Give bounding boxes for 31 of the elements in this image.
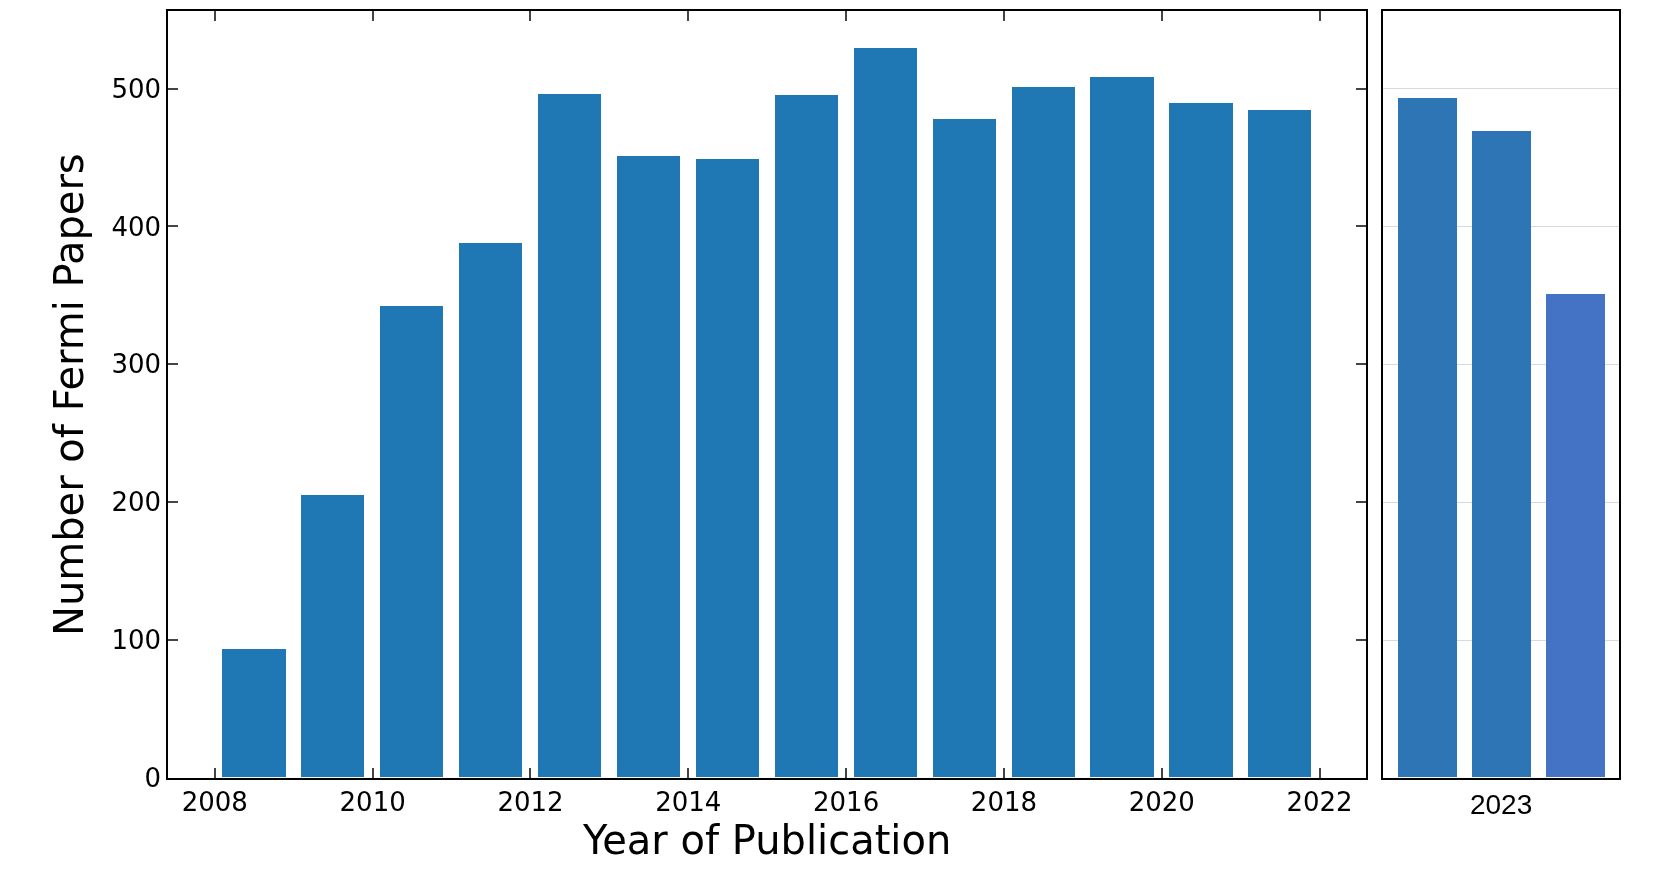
- bar: [1012, 87, 1076, 778]
- bar: [617, 156, 681, 778]
- bar: [933, 119, 997, 778]
- bar: [301, 495, 365, 778]
- x-tick-label: 2012: [497, 787, 564, 818]
- bar: [775, 95, 839, 778]
- bar: [538, 94, 602, 778]
- x-tick-label: 2008: [181, 787, 248, 818]
- bar: [854, 48, 918, 778]
- y-tick-label: 500: [111, 73, 162, 104]
- y-tick-label: 100: [111, 625, 162, 656]
- bar: [459, 243, 523, 778]
- x-tick-label: 2018: [970, 787, 1038, 818]
- y-tick-label: 400: [111, 211, 162, 242]
- bar: [1248, 110, 1312, 778]
- bar: [696, 159, 760, 778]
- y-tick-label: 200: [111, 487, 162, 518]
- y-tick-label: 0: [144, 763, 162, 793]
- x-tick-label: 2022: [1286, 787, 1353, 818]
- x-tick-label: 2016: [813, 787, 880, 818]
- x-tick-label: 2023: [1469, 788, 1533, 820]
- bar: [380, 306, 444, 778]
- x-tick-label: 2010: [339, 787, 406, 818]
- bar: [1090, 77, 1155, 778]
- x-axis-title: Year of Publication: [582, 817, 952, 864]
- x-tick-label: 2014: [655, 787, 722, 818]
- bar: [1169, 103, 1234, 778]
- y-tick-label: 300: [111, 349, 162, 380]
- bar: [222, 649, 287, 778]
- y-axis-title: Number of Fermi Papers: [46, 153, 93, 637]
- x-tick-label: 2020: [1128, 787, 1195, 818]
